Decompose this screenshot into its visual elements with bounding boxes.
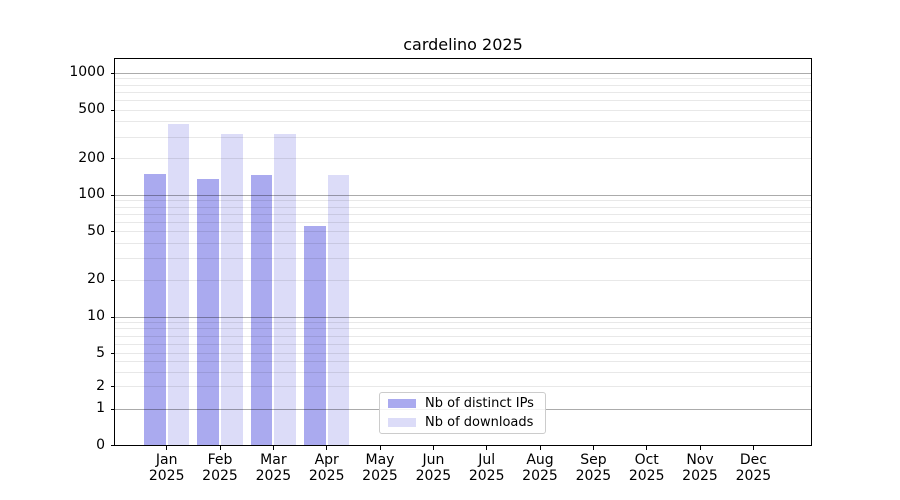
y-axis-tick-label: 2 xyxy=(96,377,105,394)
x-tick-mark xyxy=(699,446,701,450)
legend-label-downloads: Nb of downloads xyxy=(425,415,534,430)
x-tick-mark xyxy=(326,446,328,450)
y-axis-tick-label: 200 xyxy=(78,149,105,166)
legend-item-distinct-ips: Nb of distinct IPs xyxy=(388,396,537,411)
x-tick-mark xyxy=(432,446,434,450)
y-axis-tick-label: 100 xyxy=(78,186,105,203)
x-axis-tick-label: May 2025 xyxy=(362,452,398,484)
y-axis-tick-label: 500 xyxy=(78,101,105,117)
downloads-swatch-icon xyxy=(388,418,416,427)
x-tick-mark xyxy=(219,446,221,450)
x-tick-mark xyxy=(592,446,594,450)
y-axis-tick-label: 0 xyxy=(96,436,105,453)
legend-label-distinct-ips: Nb of distinct IPs xyxy=(425,396,534,411)
x-tick-mark xyxy=(272,446,274,450)
x-tick-mark xyxy=(539,446,541,450)
plot-area xyxy=(114,58,812,446)
y-axis-tick-label: 1 xyxy=(96,400,105,416)
x-tick-mark xyxy=(486,446,488,450)
x-axis-tick-label: Mar 2025 xyxy=(255,452,292,484)
x-axis-tick-label: Jun 2025 xyxy=(415,452,452,484)
distinct-ips-swatch-icon xyxy=(388,399,416,408)
x-axis-tick-label: Feb 2025 xyxy=(202,452,238,484)
chart-title: cardelino 2025 xyxy=(403,35,523,54)
x-tick-mark xyxy=(166,446,168,450)
y-axis-tick-label: 10 xyxy=(87,308,105,325)
legend: Nb of distinct IPs Nb of downloads xyxy=(379,392,546,434)
x-axis-tick-label: Jan 2025 xyxy=(148,452,185,484)
x-axis-tick-label: Apr 2025 xyxy=(308,452,345,484)
y-axis-tick-label: 1000 xyxy=(69,64,105,81)
legend-item-downloads: Nb of downloads xyxy=(388,415,537,430)
x-tick-mark xyxy=(646,446,648,450)
x-axis-tick-label: Sep 2025 xyxy=(575,452,612,484)
x-tick-mark xyxy=(752,446,754,450)
x-axis-tick-label: Oct 2025 xyxy=(628,452,665,484)
y-axis-tick-label: 50 xyxy=(87,222,105,239)
x-tick-mark xyxy=(379,446,381,450)
y-axis-tick-label: 20 xyxy=(87,271,105,288)
x-axis-tick-label: Dec 2025 xyxy=(735,452,772,484)
x-axis-tick-label: Nov 2025 xyxy=(682,452,718,484)
x-axis-tick-label: Jul 2025 xyxy=(468,452,505,484)
x-axis-tick-label: Aug 2025 xyxy=(522,452,558,484)
y-axis-tick-label: 5 xyxy=(96,344,105,361)
